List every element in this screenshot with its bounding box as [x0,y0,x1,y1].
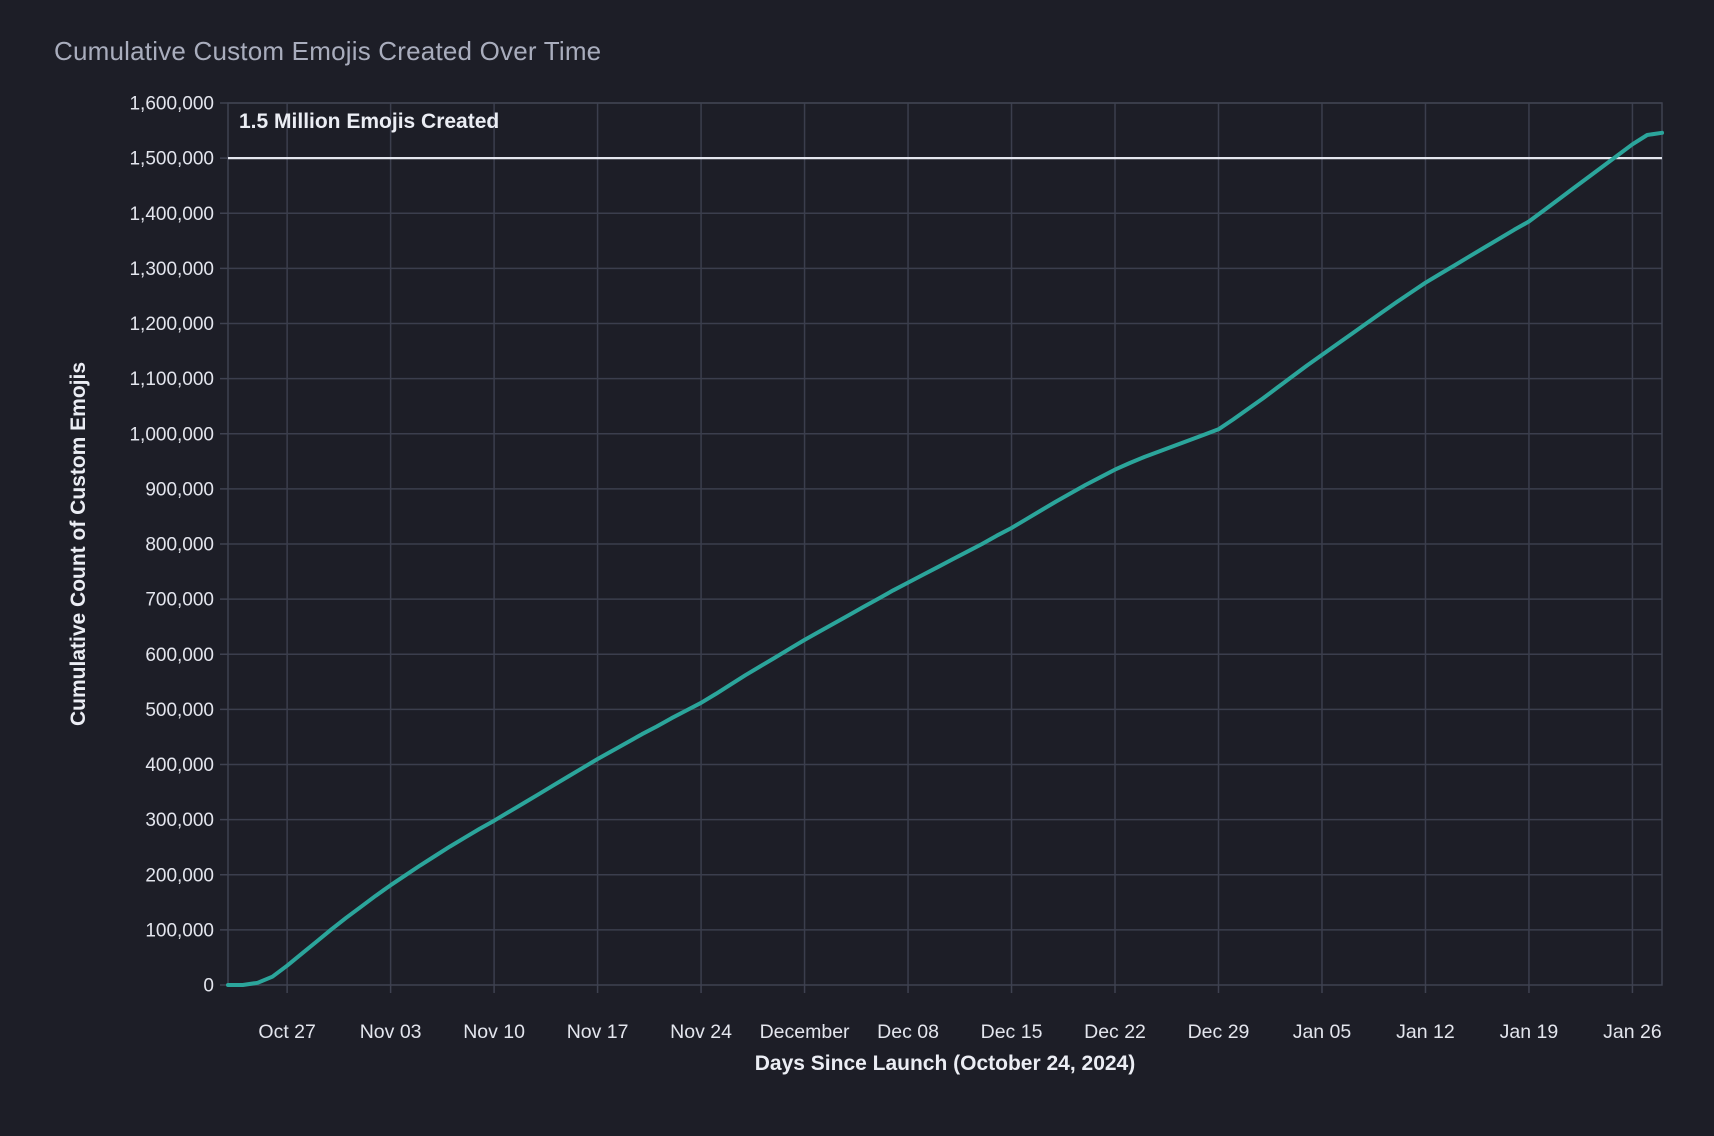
y-tick-label: 1,200,000 [129,314,214,335]
y-tick-label: 1,500,000 [129,149,214,170]
x-tick-label: Oct 27 [258,1021,315,1043]
x-tick-label: Dec 15 [981,1021,1043,1043]
y-tick-label: 400,000 [145,755,214,776]
plot-border [227,102,1663,986]
y-tick-label: 500,000 [145,700,214,721]
y-tick-label: 1,600,000 [129,94,214,115]
y-tick-label: 600,000 [145,645,214,666]
x-tick-label: December [760,1021,850,1043]
x-tick-label: Dec 29 [1188,1021,1250,1043]
x-axis-title: Days Since Launch (October 24, 2024) [754,1052,1136,1075]
y-tick-label: 1,400,000 [129,204,214,225]
chart-title: Cumulative Custom Emojis Created Over Ti… [54,36,602,66]
y-tick-label: 700,000 [145,590,214,611]
x-tick-label: Nov 24 [670,1021,732,1043]
x-tick-label: Jan 19 [1500,1021,1559,1043]
y-tick-label: 1,000,000 [129,424,214,445]
y-tick-label: 800,000 [145,535,214,556]
y-tick-label: 1,100,000 [129,369,214,390]
y-tick-label: 0 [203,976,214,997]
x-tick-label: Jan 26 [1603,1021,1662,1043]
x-tick-label: Nov 10 [463,1021,525,1043]
x-tick-label: Dec 22 [1084,1021,1146,1043]
x-tick-label: Jan 05 [1293,1021,1352,1043]
data-line [226,130,1664,987]
y-tick-label: 100,000 [145,920,214,941]
x-tick-label: Nov 17 [567,1021,629,1043]
y-tick-label: 300,000 [145,810,214,831]
x-tick-label: Jan 12 [1396,1021,1455,1043]
y-tick-label: 1,300,000 [129,259,214,280]
x-tick-label: Nov 03 [360,1021,422,1043]
y-tick-label: 900,000 [145,479,214,500]
y-tick-label: 200,000 [145,865,214,886]
x-tick-label: Dec 08 [877,1021,939,1043]
reference-line-annotation: 1.5 Million Emojis Created [239,110,500,133]
